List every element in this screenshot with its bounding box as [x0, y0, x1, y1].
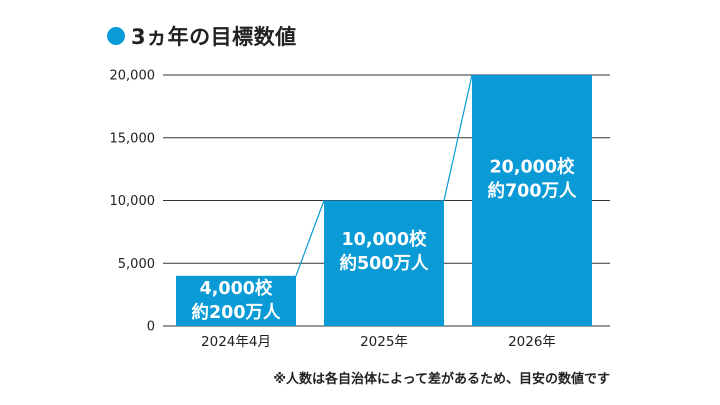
x-tick-label: 2026年: [508, 334, 556, 350]
connector-line: [443, 74, 473, 201]
bar-data-label: 4,000校: [200, 278, 273, 299]
chart-title: 3ヵ年の目標数値: [131, 25, 297, 49]
chart-title-group: 3ヵ年の目標数値: [107, 22, 297, 50]
bar-data-label: 約200万人: [191, 302, 281, 323]
x-tick-label: 2024年4月: [201, 334, 271, 350]
bar: [324, 200, 444, 326]
bar-data-label: 10,000校: [341, 229, 427, 250]
bar: [176, 275, 296, 326]
y-tick-label: 15,000: [110, 131, 156, 146]
footnote: ※人数は各自治体によって差があるため、目安の数値です: [273, 372, 610, 387]
y-tick-label: 10,000: [110, 194, 156, 209]
bar-data-label: 約700万人: [487, 180, 577, 201]
connector-line: [295, 200, 325, 277]
bullet-dot-icon: [107, 27, 125, 45]
y-tick-label: 5,000: [118, 257, 155, 272]
bar-data-label: 約500万人: [339, 253, 429, 274]
y-tick-label: 20,000: [110, 69, 156, 84]
y-tick-label: 0: [147, 320, 155, 335]
x-tick-label: 2025年: [360, 334, 408, 350]
bar: [472, 75, 592, 326]
bar-data-label: 20,000校: [489, 156, 575, 177]
